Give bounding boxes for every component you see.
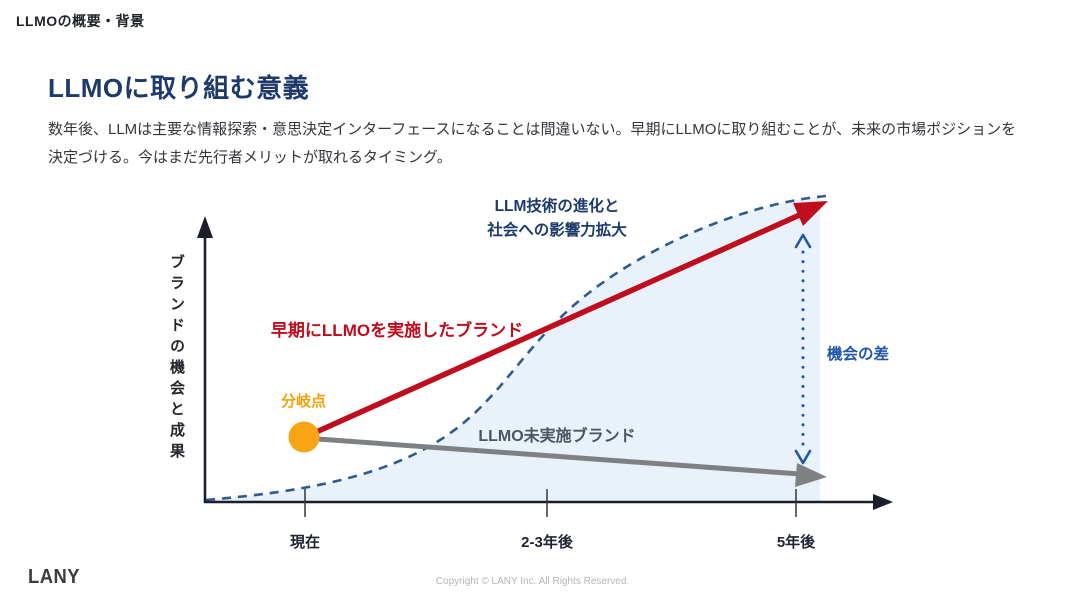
copyright-text: Copyright © LANY Inc. All Rights Reserve… bbox=[435, 576, 630, 587]
lany-logo: LANY bbox=[28, 566, 80, 588]
non-adopter-arrowhead-icon bbox=[795, 463, 827, 487]
gap-label: 機会の差 bbox=[827, 346, 890, 363]
gap-arrowhead-down-icon bbox=[794, 449, 812, 465]
y-axis-arrowhead-icon bbox=[197, 216, 213, 238]
x-tick-label-now: 現在 bbox=[289, 534, 321, 551]
curve-label: LLM技術の進化と 社会への影響力拡大 bbox=[487, 195, 627, 243]
non-adopter-line bbox=[317, 436, 801, 477]
early-adopter-arrowhead-icon bbox=[793, 201, 828, 226]
x-tick-label-2-3y: 2-3年後 bbox=[521, 534, 573, 551]
non-adopter-label: LLMO未実施ブランド bbox=[478, 428, 636, 445]
curve-label-line2: 社会への影響力拡大 bbox=[487, 222, 627, 240]
body-line-1: 数年後、LLMは主要な情報探索・意思決定インターフェースになることは間違いない。… bbox=[48, 121, 1017, 138]
gap-arrowhead-up-icon bbox=[794, 233, 812, 249]
slide-eyebrow: LLMOの概要・背景 bbox=[16, 13, 145, 29]
x-axis-arrowhead-icon bbox=[873, 494, 893, 510]
page-title: LLMOに取り組む意義 bbox=[48, 73, 310, 103]
body-line-2: 決定づける。今はまだ先行者メリットが取れるタイミング。 bbox=[48, 148, 452, 166]
branch-point-label: 分岐点 bbox=[281, 393, 327, 410]
slide-body-text: 数年後、LLMは主要な情報探索・意思決定インターフェースになることは間違いない。… bbox=[48, 116, 1016, 172]
early-adopter-label: 早期にLLMOを実施したブランド bbox=[270, 321, 524, 340]
curve-label-line1: LLM技術の進化と bbox=[494, 198, 620, 215]
branch-point-dot bbox=[288, 421, 320, 453]
y-axis-label: ブランドの機会と成果 bbox=[168, 254, 185, 464]
s-curve-dashed-line bbox=[205, 194, 827, 502]
early-adopter-line bbox=[312, 210, 806, 436]
x-tick-label-5y: 5年後 bbox=[776, 534, 816, 551]
